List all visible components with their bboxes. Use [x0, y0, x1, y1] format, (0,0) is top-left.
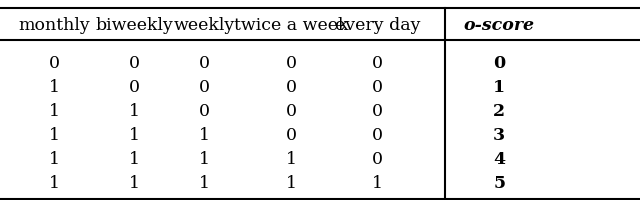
Text: 1: 1	[49, 151, 60, 167]
Text: 1: 1	[49, 79, 60, 95]
Text: 0: 0	[372, 55, 383, 71]
Text: 1: 1	[49, 103, 60, 119]
Text: 3: 3	[493, 127, 505, 143]
Text: 1: 1	[285, 151, 297, 167]
Text: 1: 1	[199, 127, 211, 143]
Text: 0: 0	[493, 55, 506, 71]
Text: biweekly: biweekly	[95, 17, 173, 33]
Text: 0: 0	[285, 55, 297, 71]
Text: monthly: monthly	[19, 17, 90, 33]
Text: 0: 0	[49, 55, 60, 71]
Text: o-score: o-score	[464, 17, 534, 33]
Text: 1: 1	[285, 175, 297, 191]
Text: 1: 1	[49, 175, 60, 191]
Text: 0: 0	[129, 79, 140, 95]
Text: 1: 1	[49, 127, 60, 143]
Text: 4: 4	[493, 151, 505, 167]
Text: 2: 2	[493, 103, 505, 119]
Text: weekly: weekly	[174, 17, 236, 33]
Text: 1: 1	[129, 175, 140, 191]
Text: 0: 0	[285, 127, 297, 143]
Text: 1: 1	[199, 151, 211, 167]
Text: 0: 0	[199, 103, 211, 119]
Text: 0: 0	[199, 55, 211, 71]
Text: 0: 0	[372, 79, 383, 95]
Text: 0: 0	[372, 151, 383, 167]
Text: twice a week: twice a week	[234, 17, 348, 33]
Text: 0: 0	[285, 79, 297, 95]
Text: 0: 0	[372, 103, 383, 119]
Text: every day: every day	[335, 17, 420, 33]
Text: 0: 0	[372, 127, 383, 143]
Text: 1: 1	[372, 175, 383, 191]
Text: 0: 0	[199, 79, 211, 95]
Text: 1: 1	[493, 79, 505, 95]
Text: 1: 1	[129, 151, 140, 167]
Text: 0: 0	[285, 103, 297, 119]
Text: 5: 5	[493, 175, 505, 191]
Text: 0: 0	[129, 55, 140, 71]
Text: 1: 1	[129, 127, 140, 143]
Text: 1: 1	[129, 103, 140, 119]
Text: 1: 1	[199, 175, 211, 191]
